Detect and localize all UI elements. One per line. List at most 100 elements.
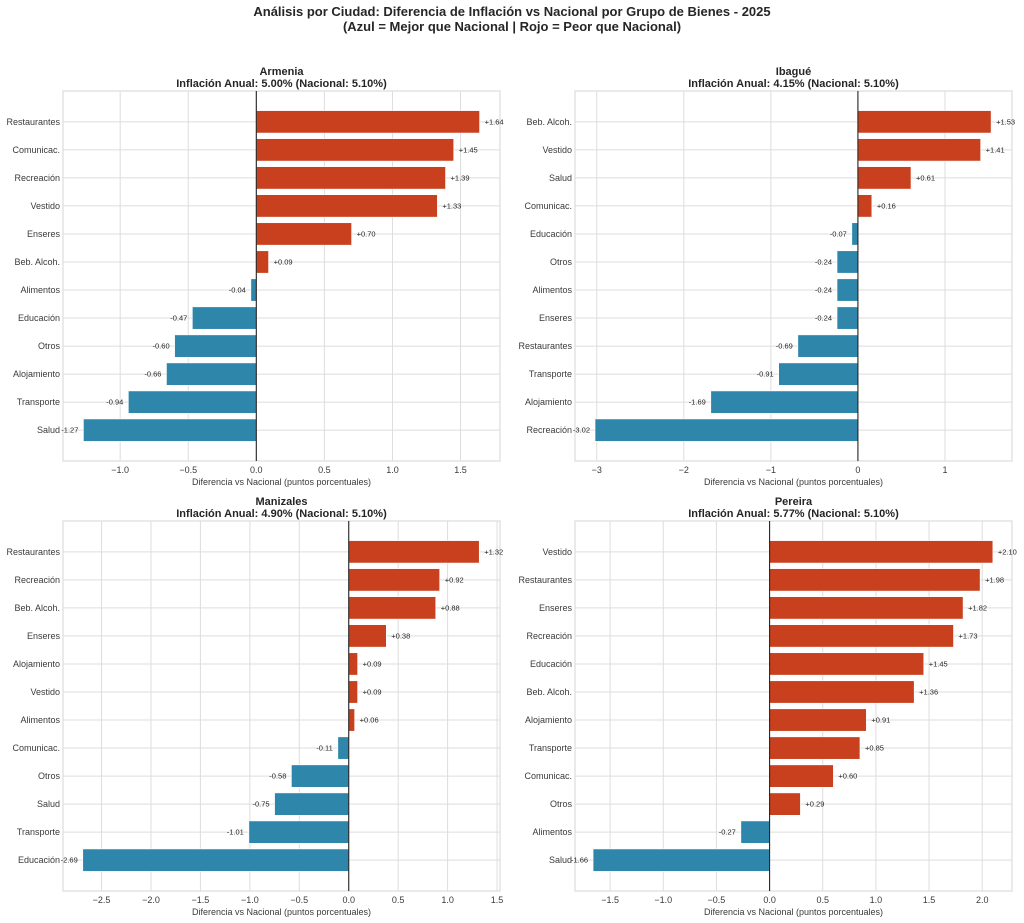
y-tick-label: Recreación (14, 575, 60, 585)
data-label-recreacion: +0.92 (445, 575, 464, 584)
y-tick-label: Comunicac. (524, 201, 572, 211)
x-tick-label: 2.0 (976, 895, 989, 905)
y-tick-label: Otros (550, 257, 573, 267)
data-label-enseres: -0.24 (815, 314, 832, 323)
panel-title: Ibagué (776, 66, 811, 78)
x-tick-label: 0.0 (342, 895, 355, 905)
y-tick-label: Enseres (539, 603, 573, 613)
x-tick-label: −2 (679, 465, 689, 475)
data-label-educacion: +1.45 (929, 659, 948, 668)
y-tick-label: Comunicac. (524, 771, 572, 781)
y-tick-label: Educación (18, 855, 60, 865)
data-label-recreacion: -3.02 (573, 426, 590, 435)
data-label-alimentos: +0.06 (360, 716, 379, 725)
y-tick-label: Restaurantes (6, 117, 60, 127)
data-label-comunicac: +1.45 (459, 145, 478, 154)
y-tick-label: Restaurantes (518, 575, 572, 585)
y-tick-label: Recreación (526, 425, 572, 435)
y-tick-label: Alojamiento (13, 369, 60, 379)
x-tick-label: −0.5 (179, 465, 197, 475)
data-label-vestido: +1.33 (442, 201, 461, 210)
y-tick-label: Alimentos (532, 827, 572, 837)
y-tick-label: Vestido (542, 547, 572, 557)
bar-educacion (769, 652, 925, 676)
y-tick-label: Transporte (529, 369, 572, 379)
data-label-educacion: -0.47 (170, 314, 187, 323)
data-label-comunicac: +0.60 (838, 772, 857, 781)
data-label-vestido: +2.10 (998, 547, 1017, 556)
bar-beb-alcoh (769, 680, 915, 704)
data-label-beb-alcoh: +0.88 (441, 603, 460, 612)
y-tick-label: Comunicac. (12, 743, 60, 753)
y-tick-label: Alimentos (20, 715, 60, 725)
bar-transporte (769, 736, 861, 760)
figure-title-line1: Análisis por Ciudad: Diferencia de Infla… (253, 4, 771, 19)
y-tick-label: Educación (18, 313, 60, 323)
y-tick-label: Transporte (17, 397, 60, 407)
x-tick-label: −1.5 (601, 895, 619, 905)
x-tick-label: −0.5 (708, 895, 726, 905)
data-label-restaurantes: -0.69 (776, 342, 793, 351)
data-label-educacion: -2.69 (61, 856, 78, 865)
y-tick-label: Comunicac. (12, 145, 60, 155)
y-tick-label: Beb. Alcoh. (526, 117, 572, 127)
y-tick-label: Educación (530, 229, 572, 239)
y-tick-label: Alojamiento (13, 659, 60, 669)
y-tick-label: Beb. Alcoh. (14, 257, 60, 267)
data-label-recreacion: +1.39 (451, 173, 470, 182)
x-tick-label: −0.5 (290, 895, 308, 905)
data-label-recreacion: +1.73 (959, 631, 978, 640)
x-axis-label: Diferencia vs Nacional (puntos porcentua… (192, 907, 371, 917)
y-tick-label: Beb. Alcoh. (526, 687, 572, 697)
x-tick-label: 1.5 (923, 895, 936, 905)
x-tick-label: 1.0 (870, 895, 883, 905)
bar-enseres (769, 596, 964, 620)
data-label-transporte: -0.91 (757, 370, 774, 379)
x-tick-label: −1.0 (241, 895, 259, 905)
y-tick-label: Educación (530, 659, 572, 669)
x-tick-label: 0 (855, 465, 860, 475)
x-tick-label: 1 (942, 465, 947, 475)
data-label-enseres: +0.70 (357, 229, 376, 238)
y-tick-label: Transporte (529, 743, 572, 753)
data-label-salud: -0.75 (252, 800, 269, 809)
y-tick-label: Salud (37, 425, 60, 435)
y-tick-label: Beb. Alcoh. (14, 603, 60, 613)
data-label-alojamiento: -0.66 (144, 370, 161, 379)
x-tick-label: −2.0 (142, 895, 160, 905)
bar-recreacion (769, 624, 954, 648)
x-tick-label: −1.5 (192, 895, 210, 905)
data-label-comunicac: -0.11 (316, 744, 333, 753)
x-tick-label: −2.5 (93, 895, 111, 905)
x-tick-label: 0.0 (763, 895, 776, 905)
y-tick-label: Restaurantes (6, 547, 60, 557)
data-label-alimentos: -0.24 (815, 286, 832, 295)
data-label-salud: +0.61 (916, 173, 935, 182)
x-axis-label: Diferencia vs Nacional (puntos porcentua… (704, 477, 883, 487)
y-tick-label: Otros (38, 341, 61, 351)
data-label-vestido: +1.41 (986, 145, 1005, 154)
data-label-restaurantes: +1.64 (485, 117, 504, 126)
data-label-salud: -1.27 (61, 426, 78, 435)
bar-otros (769, 792, 801, 816)
panel-subtitle: Inflación Anual: 5.00% (Nacional: 5.10%) (176, 78, 387, 90)
y-tick-label: Recreación (526, 631, 572, 641)
data-label-restaurantes: +1.32 (484, 547, 503, 556)
panel-subtitle: Inflación Anual: 4.90% (Nacional: 5.10%) (176, 508, 387, 520)
panel-subtitle: Inflación Anual: 4.15% (Nacional: 5.10%) (688, 78, 899, 90)
data-label-comunicac: +0.16 (877, 201, 896, 210)
data-label-educacion: -0.07 (830, 229, 847, 238)
y-tick-label: Vestido (542, 145, 572, 155)
y-tick-label: Alojamiento (525, 397, 572, 407)
y-tick-label: Restaurantes (518, 341, 572, 351)
bar-alimentos (740, 820, 770, 844)
bar-restaurantes (769, 568, 981, 592)
y-tick-label: Otros (38, 771, 61, 781)
x-tick-label: 1.5 (454, 465, 467, 475)
data-label-transporte: +0.85 (865, 744, 884, 753)
bar-comunicac (769, 764, 834, 788)
